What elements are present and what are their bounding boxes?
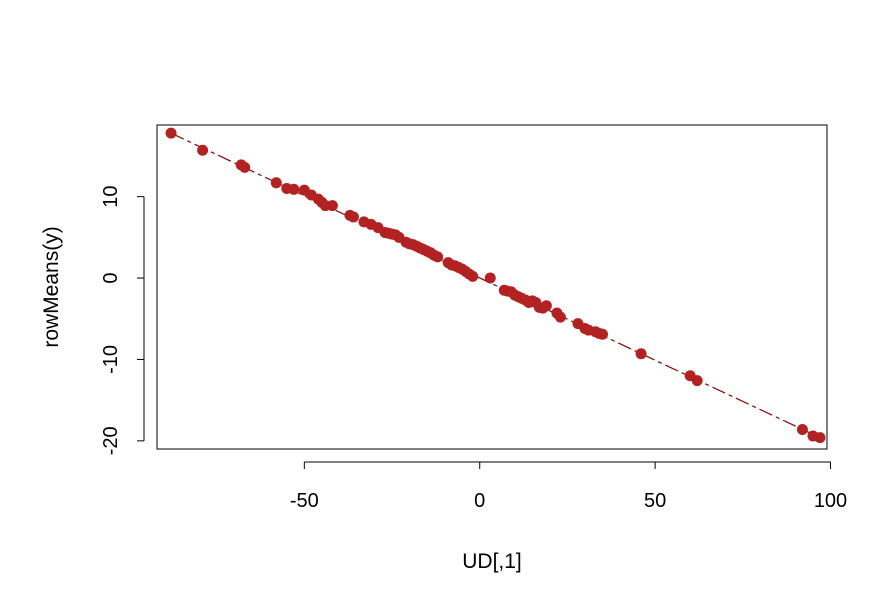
x-tick-label: 50: [644, 490, 666, 512]
data-point: [467, 270, 479, 282]
x-axis: -50 0 50 100: [290, 461, 847, 512]
fit-line: [170, 132, 821, 439]
data-point: [347, 211, 359, 223]
data-point: [165, 127, 177, 139]
data-layer: [165, 127, 826, 444]
data-point: [484, 272, 496, 284]
data-point: [239, 161, 251, 173]
x-axis-title: UD[,1]: [462, 550, 522, 573]
x-tick-label: 0: [474, 490, 485, 512]
plot-frame: [156, 124, 828, 450]
y-tick-label: 0: [100, 272, 122, 283]
y-axis-title: rowMeans(y): [40, 226, 63, 347]
x-tick-label: 100: [814, 490, 847, 512]
y-tick-label: -10: [100, 345, 122, 374]
y-tick-label: 10: [100, 186, 122, 208]
data-point: [554, 311, 566, 323]
data-point: [197, 144, 209, 156]
data-point: [796, 423, 808, 435]
data-point: [326, 200, 338, 212]
data-point: [270, 177, 282, 189]
data-point: [540, 300, 552, 312]
data-point: [432, 251, 444, 263]
data-point: [596, 328, 608, 340]
x-tick-label: -50: [290, 490, 319, 512]
data-point: [691, 375, 703, 387]
y-tick-label: -20: [100, 426, 122, 455]
data-point: [288, 183, 300, 195]
data-point: [814, 432, 826, 444]
data-point: [635, 348, 647, 360]
y-axis: -20 -10 0 10: [100, 186, 145, 455]
